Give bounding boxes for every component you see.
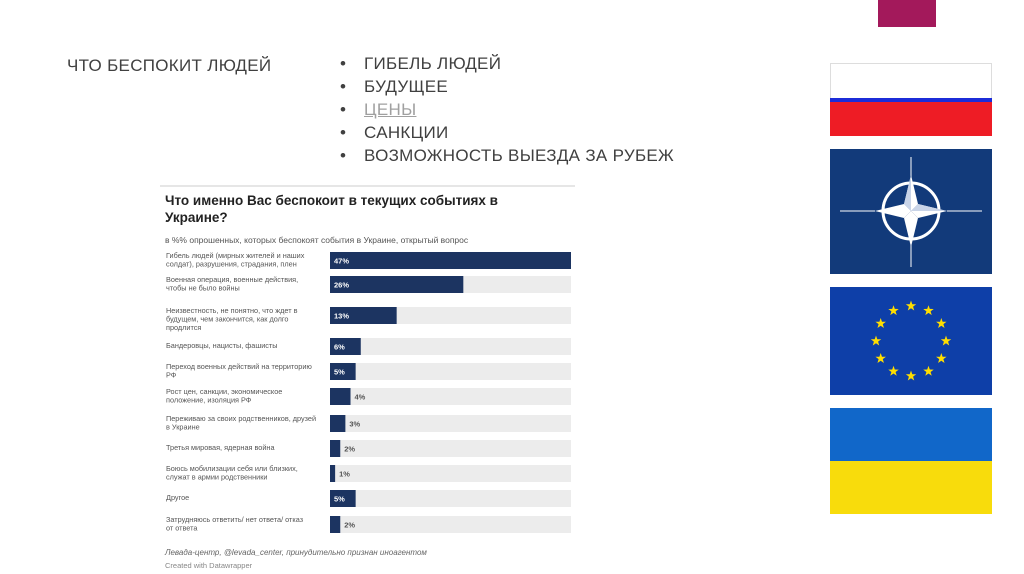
bar-track <box>330 363 571 380</box>
eu-star-icon <box>870 335 882 346</box>
bar-track <box>330 415 571 432</box>
chart-subtitle: в %% опрошенных, которых беспокоят событ… <box>165 235 469 245</box>
bar <box>330 415 346 432</box>
bar-value-label: 26% <box>334 281 349 290</box>
category-label: Переход военных действий на территорию РФ <box>166 362 312 380</box>
chart-source: Левада-центр, @levada_center, принудител… <box>165 548 427 557</box>
chart-credit: Created with Datawrapper <box>165 561 253 570</box>
bullet-item: САНКЦИИ <box>340 121 674 144</box>
chart-image: 47% Гибель людей (мирных жителей и наших с… <box>160 185 575 570</box>
bar-track <box>330 388 571 405</box>
bar <box>330 465 336 482</box>
bullet-list: ГИБЕЛЬ ЛЮДЕЙ БУДУЩЕЕ ЦЕНЫ САНКЦИИ ВОЗМОЖ… <box>340 52 674 167</box>
eu-star-icon <box>875 353 886 363</box>
bar-value-label: 5% <box>334 495 345 504</box>
bar <box>330 440 341 457</box>
bullet-item: БУДУЩЕЕ <box>340 75 674 98</box>
eu-star-icon <box>923 305 934 316</box>
chart-top-rule <box>160 185 575 187</box>
eu-star-icon <box>888 365 899 376</box>
bullet-item-link[interactable]: ЦЕНЫ <box>340 98 674 121</box>
bar-value-label: 2% <box>344 521 355 530</box>
bar-chart: 47% Гибель людей (мирных жителей и наших с… <box>160 185 575 533</box>
ukraine-flag-icon <box>830 408 992 514</box>
bar <box>330 338 361 355</box>
bar <box>330 252 571 269</box>
bar-value-label: 6% <box>334 343 345 352</box>
bar-track <box>330 338 571 355</box>
category-label: Неизвестность, не понятно, что ждет в буд… <box>166 306 298 332</box>
bar <box>330 276 464 293</box>
eu-star-icon <box>905 300 917 311</box>
eu-star-icon <box>905 370 917 381</box>
bar <box>330 307 397 324</box>
category-label: Третья мировая, ядерная война <box>166 443 275 452</box>
category-label: Переживаю за своих родственников, друзей… <box>166 414 316 432</box>
category-label: Военная операция, военные действия, чтобы… <box>166 275 298 293</box>
bar-value-label: 1% <box>339 470 350 479</box>
bar <box>330 388 351 405</box>
bar-track <box>330 490 571 507</box>
nato-flag-icon <box>830 149 992 274</box>
bar-value-label: 3% <box>349 420 360 429</box>
category-label: Бандеровцы, нацисты, фашисты <box>166 341 278 350</box>
category-label: Рост цен, санкции, экономическое положени… <box>166 387 282 405</box>
bar-track <box>330 465 571 482</box>
category-label: Затрудняюсь ответить/ нет ответа/ отказ о… <box>166 515 304 533</box>
eu-star-icon <box>936 353 947 363</box>
bar-value-label: 47% <box>334 257 349 266</box>
bar-value-label: 2% <box>344 445 355 454</box>
category-label: Другое <box>166 493 189 502</box>
eu-star-icon <box>940 335 952 346</box>
bullet-item: ВОЗМОЖНОСТЬ ВЫЕЗДА ЗА РУБЕЖ <box>340 144 674 167</box>
bar-track <box>330 516 571 533</box>
slide-title: ЧТО БЕСПОКИТ ЛЮДЕЙ <box>67 56 272 75</box>
category-label: Гибель людей (мирных жителей и наших солд… <box>166 251 305 269</box>
bar-value-label: 4% <box>355 393 366 402</box>
accent-tab <box>878 0 936 27</box>
bar-value-label: 5% <box>334 368 345 377</box>
eu-star-icon <box>936 318 947 328</box>
category-label: Боюсь мобилизации себя или близких, служа… <box>166 464 298 482</box>
bar-value-label: 13% <box>334 312 349 321</box>
bullet-item: ГИБЕЛЬ ЛЮДЕЙ <box>340 52 674 75</box>
chart-title: Что именно Вас беспокоит в текущих событ… <box>165 193 498 225</box>
eu-star-icon <box>875 318 886 328</box>
eu-flag-icon <box>830 287 992 395</box>
eu-star-icon <box>888 305 899 316</box>
russia-flag-icon <box>830 63 992 136</box>
bar <box>330 490 356 507</box>
bar <box>330 516 341 533</box>
bar-track <box>330 440 571 457</box>
eu-star-icon <box>923 365 934 376</box>
bar <box>330 363 356 380</box>
